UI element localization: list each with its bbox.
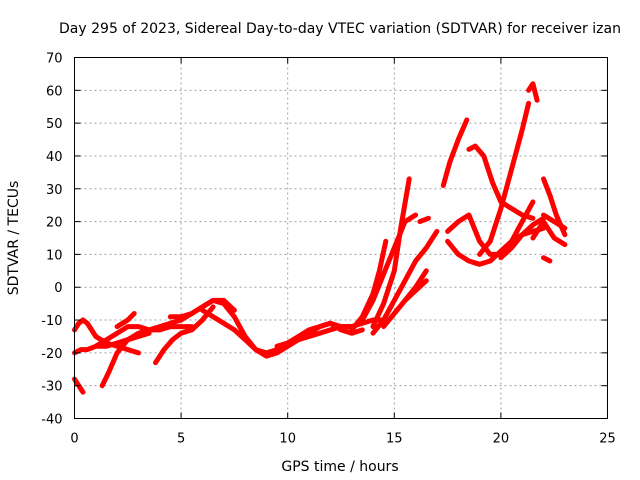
series-line-prn-s [445,199,536,257]
series-line-prn-w [526,81,540,103]
y-tick-label: 40 [46,150,63,165]
plot-frame [74,57,608,419]
y-tick-label: 60 [46,84,63,99]
series-line-prn-aa [530,219,568,248]
y-tick-label: 50 [46,117,63,132]
series-line-prn-n [370,228,440,336]
series-line-prn-j [274,317,387,349]
x-tick-label: 20 [493,432,510,447]
series-line-prn-t [466,143,536,221]
series-line-prn-v [477,100,532,257]
x-axis-label: GPS time / hours [281,459,398,475]
series-line-prn-x [498,215,546,261]
chart-title: Day 295 of 2023, Sidereal Day-to-day VTE… [59,21,621,37]
series-line-prn-p [402,278,429,303]
y-tick-label: 10 [46,248,63,263]
y-tick-label: -40 [41,413,62,428]
y-tick-label: -10 [41,314,62,329]
series-line-prn-g [153,304,216,366]
series-line-prn-r [440,117,470,188]
series-line-prn-e [93,324,195,349]
y-tick-label: -30 [41,380,62,395]
grid-layer [74,57,608,419]
y-tick-label: -20 [41,347,62,362]
y-tick-label: 70 [46,52,63,67]
x-tick-label: 0 [70,432,78,447]
series-line-prn-m [370,176,412,330]
y-tick-label: 30 [46,183,63,198]
series-layer [72,81,568,395]
series-line-prn-l [359,212,419,323]
y-tick-label: 0 [54,281,62,296]
x-tick-label: 5 [177,432,185,447]
tick-layer: 0 5 10 15 20 25 -40 -30 -20 -10 0 10 20 30 40 50 60 70 [41,52,616,447]
y-tick-label: 20 [46,216,63,231]
series-line-prn-f [114,311,137,330]
x-tick-label: 25 [599,432,616,447]
x-tick-label: 15 [386,432,403,447]
series-line-prn-z [541,212,568,231]
y-axis-label: SDTVAR / TECUs [6,181,22,296]
series-line-prn-q [417,215,431,225]
x-tick-label: 10 [279,432,296,447]
series-line-prn-ab [541,255,553,264]
